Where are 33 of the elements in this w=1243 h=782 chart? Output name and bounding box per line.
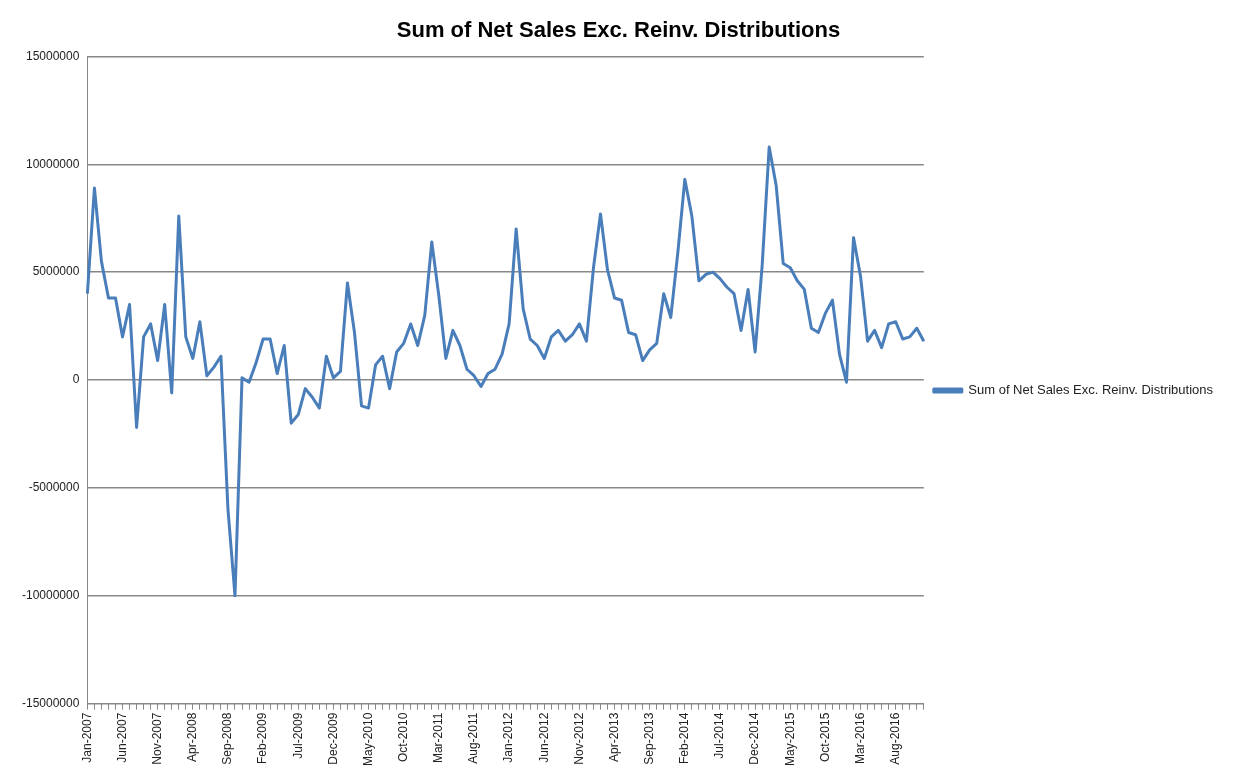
x-tick-label: Apr-2013 (606, 712, 621, 763)
y-tick-label: 10000000 (26, 156, 80, 171)
x-tick-label: Oct-2010 (396, 712, 410, 762)
x-tick-label: Nov-2007 (149, 712, 164, 765)
x-tick-label: Apr-2008 (185, 712, 200, 763)
x-tick-label: Aug-2016 (888, 712, 903, 765)
legend-label: Sum of Net Sales Exc. Reinv. Distributions (968, 382, 1214, 398)
x-tick-label: Feb-2009 (255, 712, 270, 765)
y-tick-label: 0 (72, 372, 80, 387)
y-tick-label: -5000000 (28, 480, 80, 495)
x-tick-label: Jun-2012 (536, 712, 551, 763)
x-tick-label: Jul-2009 (290, 712, 305, 759)
x-tick-label: Mar-2011 (431, 712, 446, 764)
x-tick-label: Jul-2014 (712, 712, 727, 759)
x-tick-label: Mar-2016 (852, 712, 867, 764)
chart-title: Sum of Net Sales Exc. Reinv. Distributions (396, 17, 841, 43)
y-tick-label: 5000000 (32, 264, 80, 279)
x-tick-label: Jun-2007 (114, 712, 129, 763)
x-tick-label: Sep-2013 (642, 712, 657, 765)
x-tick-label: Oct-2015 (817, 712, 832, 762)
y-tick-label: -15000000 (22, 695, 80, 710)
x-tick-label: May-2010 (360, 712, 375, 767)
y-tick-label: 15000000 (26, 48, 80, 63)
x-tick-label: Nov-2012 (571, 712, 586, 765)
x-tick-label: Feb-2014 (677, 712, 692, 765)
x-tick-label: Jan-2012 (501, 712, 516, 763)
x-tick-label: Aug-2011 (466, 712, 481, 764)
x-tick-label: Dec-2009 (325, 712, 340, 765)
x-tick-label: Dec-2014 (747, 712, 762, 765)
x-tick-label: Jan-2007 (79, 712, 94, 763)
x-tick-label: May-2015 (782, 712, 797, 767)
y-tick-label: -10000000 (22, 588, 80, 603)
x-tick-label: Sep-2008 (220, 712, 235, 765)
